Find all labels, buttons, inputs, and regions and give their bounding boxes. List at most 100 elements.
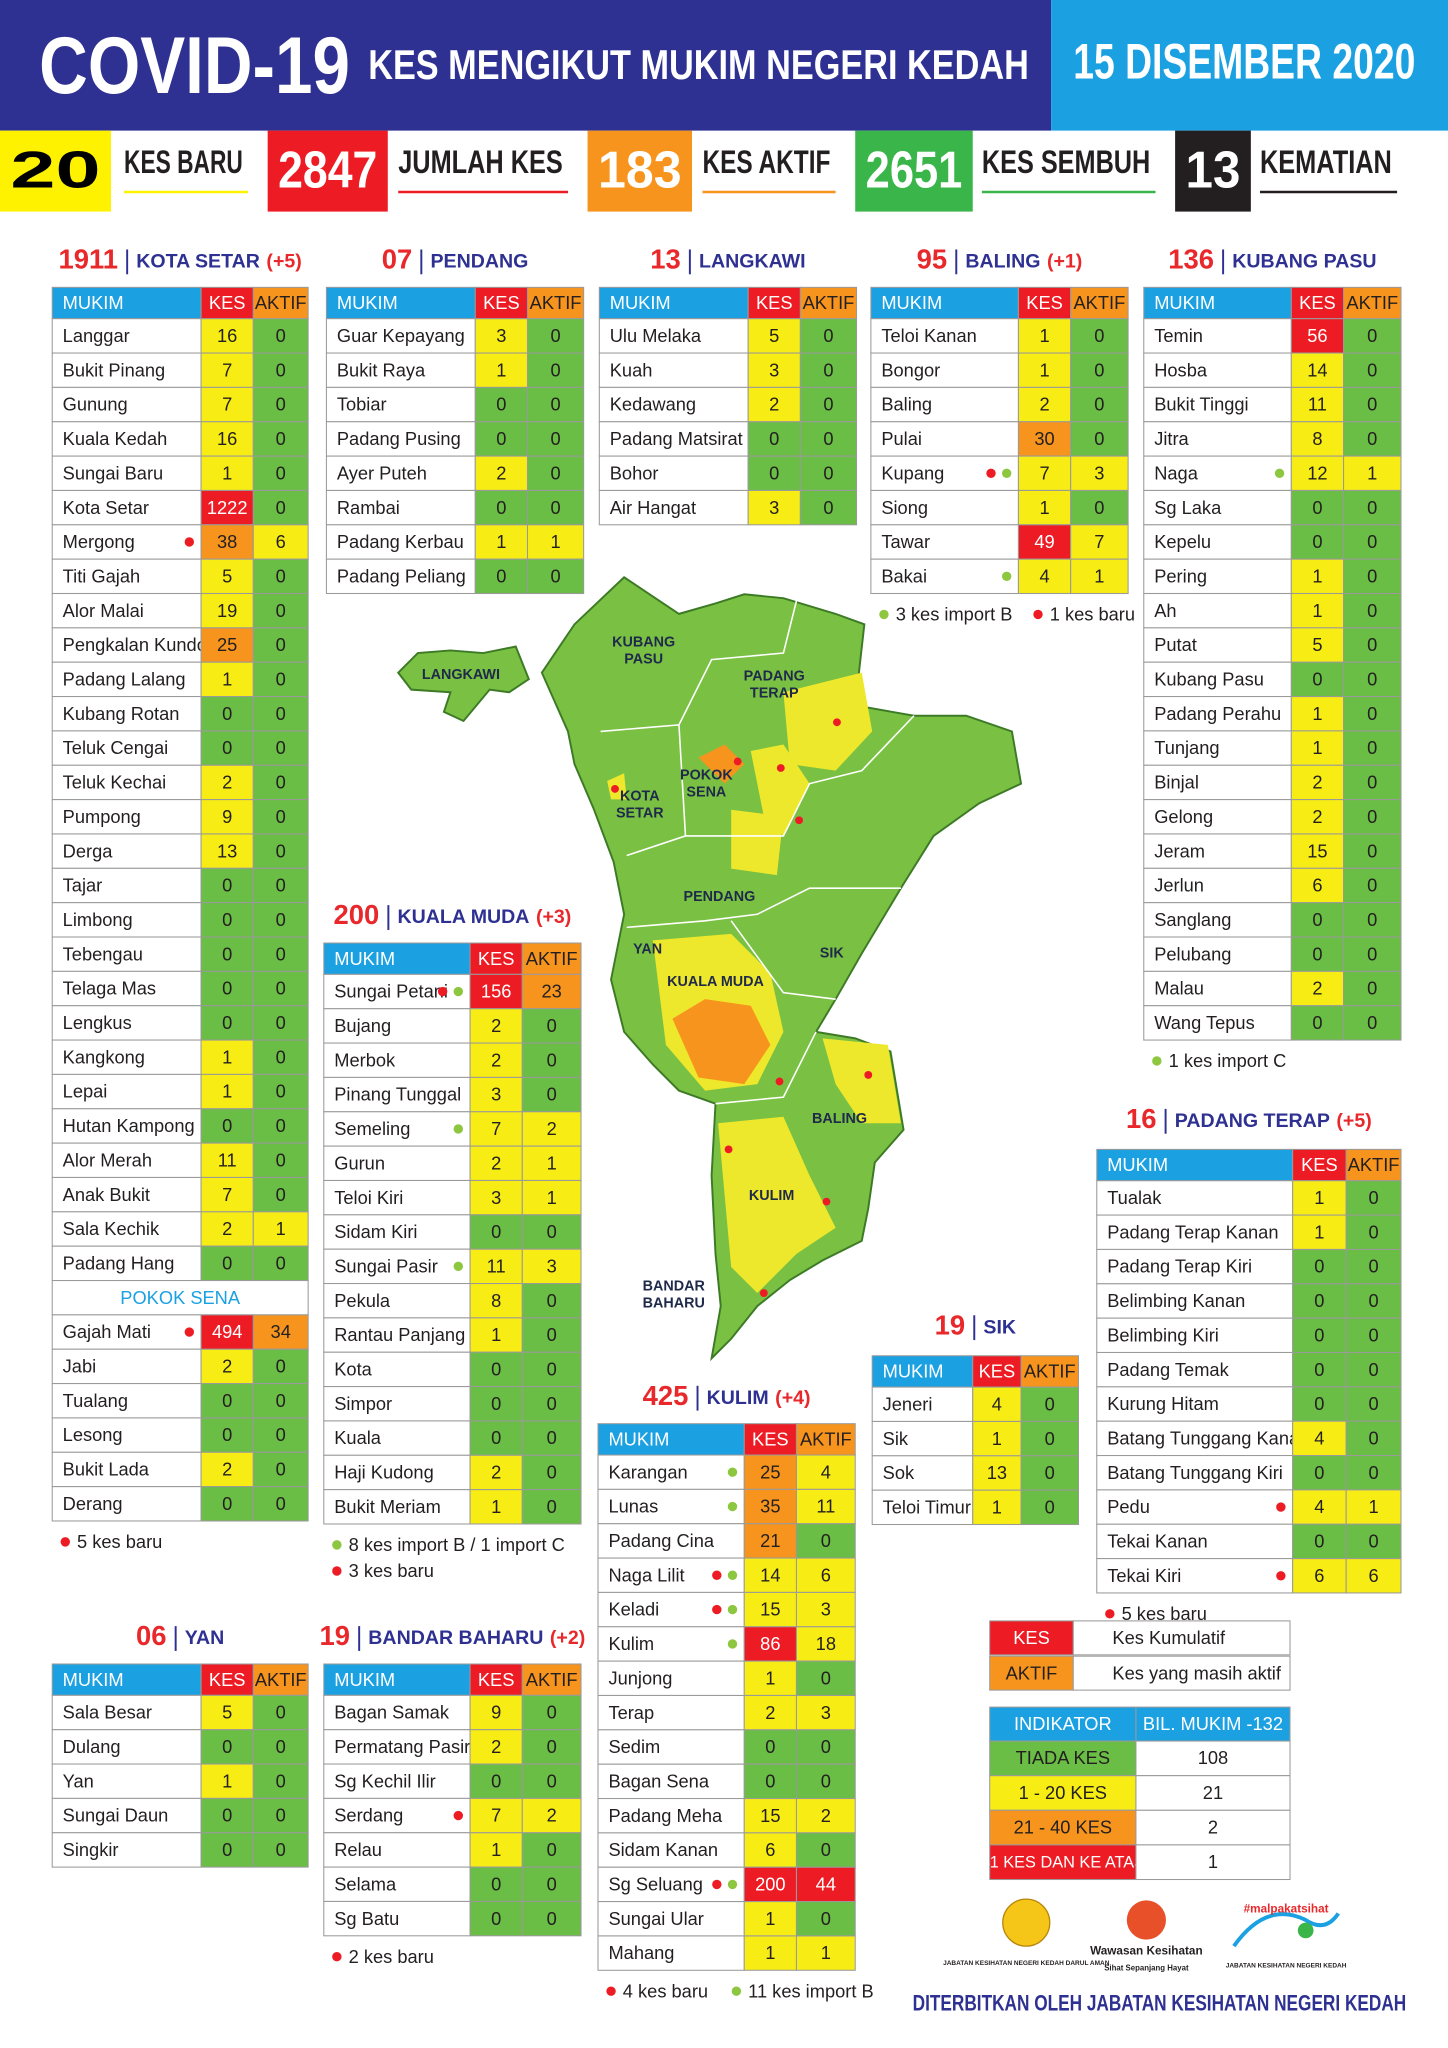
aktif-value: 0 — [547, 1462, 557, 1483]
note-text: 8 kes import B / 1 import C — [349, 1534, 565, 1555]
aktif-cell — [526, 558, 585, 595]
aktif-value: 0 — [1045, 1428, 1055, 1449]
status-dot — [453, 986, 463, 997]
aktif-cell — [1345, 1248, 1402, 1285]
aktif-cell — [526, 386, 585, 423]
kes-cell — [972, 1420, 1022, 1457]
mukim-name: Sg Batu — [334, 1908, 399, 1929]
mukim-name: Kuah — [610, 359, 653, 380]
aktif-value: 0 — [550, 462, 560, 483]
indicator-header: BIL. MUKIM -132 — [1143, 1713, 1283, 1734]
kes-value: 4 — [992, 1393, 1002, 1414]
kes-cell — [469, 1076, 523, 1113]
note-dot — [332, 1566, 342, 1576]
column-header: MUKIM — [63, 1669, 124, 1690]
name-cell — [325, 558, 476, 595]
indicator-count-cell — [1135, 1775, 1291, 1811]
header-cell — [972, 1355, 1022, 1388]
mukim-name: Merbok — [334, 1049, 396, 1070]
name-cell — [597, 1454, 745, 1490]
mukim-name: Tajar — [63, 875, 103, 896]
kes-value: 1 — [491, 1839, 501, 1860]
aktif-value: 0 — [547, 1049, 557, 1070]
aktif-cell — [252, 730, 309, 766]
aktif-value: 0 — [547, 1393, 557, 1414]
district-name: KULIM (+4) — [707, 1387, 811, 1409]
district-name-text: PADANG TERAP — [1175, 1110, 1330, 1132]
map-orange — [672, 744, 771, 1085]
aktif-cell — [252, 386, 309, 423]
aktif-value: 0 — [276, 428, 286, 449]
note-dot — [1105, 1609, 1115, 1619]
aktif-value: 0 — [823, 359, 833, 380]
kes-value: 0 — [222, 1390, 232, 1411]
mukim-name: Padang Perahu — [1154, 703, 1281, 724]
name-cell — [597, 1729, 745, 1765]
aktif-value: 0 — [1367, 497, 1377, 518]
aktif-cell — [526, 455, 585, 491]
mukim-name: Selama — [334, 1873, 397, 1894]
aktif-cell — [252, 1108, 309, 1144]
mukim-name: Kangkong — [63, 1046, 145, 1067]
aktif-value: 0 — [276, 1356, 286, 1377]
aktif-cell — [1343, 318, 1402, 354]
name-cell — [325, 352, 476, 388]
district-name: KUBANG PASU — [1232, 251, 1376, 273]
aktif-value: 11 — [816, 1496, 835, 1517]
aktif-cell — [795, 1591, 856, 1628]
indicator-count: 2 — [1208, 1816, 1218, 1837]
kes-value: 2 — [491, 1049, 501, 1070]
map-label: KUBANG — [612, 634, 675, 650]
aktif-cell — [1343, 386, 1402, 423]
district-total: 1911 — [59, 243, 118, 274]
aktif-value: 0 — [550, 565, 560, 586]
name-cell — [51, 455, 202, 491]
aktif-cell — [521, 1489, 582, 1525]
mukim-name: Batang Tunggang Kanan — [1107, 1427, 1309, 1448]
kes-value: 1 — [1039, 497, 1049, 518]
aktif-value: 0 — [1367, 703, 1377, 724]
mukim-name: Ulu Melaka — [610, 325, 702, 346]
aktif-value: 0 — [1094, 394, 1104, 415]
aktif-value: 0 — [547, 1496, 557, 1517]
kes-value: 0 — [765, 1770, 775, 1791]
name-cell — [1143, 799, 1292, 835]
aktif-cell — [521, 973, 582, 1010]
aktif-cell — [1343, 661, 1402, 698]
name-cell — [1143, 592, 1292, 629]
column-header: AKTIF — [255, 1669, 307, 1690]
status-dot — [727, 1570, 738, 1580]
aktif-value: 0 — [1368, 1290, 1378, 1311]
name-cell — [51, 936, 202, 972]
aktif-cell — [1070, 489, 1129, 526]
kes-cell — [972, 1386, 1022, 1422]
header-cell — [1017, 286, 1072, 320]
indicator-class-cell — [989, 1809, 1137, 1846]
kes-value: 1 — [765, 1667, 775, 1688]
kes-value: 4 — [1039, 565, 1049, 586]
aktif-cell — [1343, 352, 1402, 388]
kes-value: 2 — [1312, 806, 1322, 827]
mukim-name: Gelong — [1154, 806, 1213, 827]
kes-value: 21 — [760, 1530, 780, 1551]
map-borders — [600, 600, 915, 1105]
status-dot — [727, 1879, 738, 1890]
kes-value: 0 — [1314, 1531, 1324, 1552]
name-cell — [323, 1763, 471, 1799]
kes-cell — [972, 1455, 1022, 1491]
aktif-cell — [521, 1317, 582, 1353]
aktif-value: 0 — [550, 394, 560, 415]
aktif-cell — [526, 489, 585, 526]
kes-value: 9 — [491, 1702, 501, 1723]
sub-district-name: POKOK SENA — [120, 1287, 241, 1308]
logo-caption: Wawasan Kesihatan — [1090, 1944, 1203, 1957]
kes-cell — [1292, 1386, 1347, 1422]
aktif-value: 3 — [821, 1702, 831, 1723]
kes-value: 2 — [491, 1462, 501, 1483]
kes-value: 0 — [222, 909, 232, 930]
kes-value: 8 — [491, 1290, 501, 1311]
kes-value: 15 — [760, 1805, 780, 1826]
name-cell — [51, 1797, 202, 1834]
kes-value: 11 — [218, 1149, 237, 1170]
district-name: LANGKAWI — [699, 251, 806, 273]
